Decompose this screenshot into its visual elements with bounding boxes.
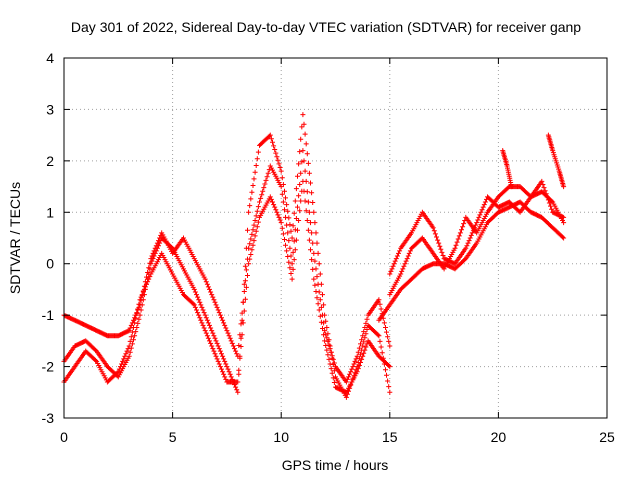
x-axis-label: GPS time / hours <box>282 457 389 473</box>
plot-frame <box>63 57 608 419</box>
y-axis-label: SDTVAR / TECUs <box>7 182 23 294</box>
series-markers <box>61 112 393 400</box>
x-tick-label: 25 <box>599 429 615 445</box>
series-markers <box>500 148 514 190</box>
y-tick-label: -1 <box>42 307 55 323</box>
x-tick-label: 10 <box>273 429 289 445</box>
y-tick-label: 3 <box>46 101 54 117</box>
y-tick-label: 2 <box>46 153 54 169</box>
grid <box>64 58 607 418</box>
x-tick-label: 15 <box>382 429 398 445</box>
series-track-a <box>61 112 393 400</box>
y-tick-label: 4 <box>46 50 54 66</box>
series-track-c <box>61 178 393 395</box>
x-tick-label: 20 <box>491 429 507 445</box>
y-tick-label: 1 <box>46 204 54 220</box>
series-markers <box>61 148 393 385</box>
y-tick-label: -3 <box>42 410 55 426</box>
series-spike-22 <box>545 132 567 190</box>
series-markers <box>545 132 567 190</box>
series-markers <box>61 178 393 395</box>
x-tick-label: 0 <box>60 429 68 445</box>
y-tick-label: 0 <box>46 256 54 272</box>
series-spike-20 <box>500 148 514 190</box>
axis-ticks: 0 5 10 15 20 25 -3 -2 -1 0 1 2 3 4 <box>42 50 615 445</box>
series-track-f <box>376 199 567 323</box>
y-tick-label: -2 <box>42 359 55 375</box>
x-tick-label: 5 <box>169 429 177 445</box>
series-track-d <box>387 184 567 298</box>
series-markers <box>387 184 567 298</box>
chart-title: Day 301 of 2022, Sidereal Day-to-day VTE… <box>71 19 581 35</box>
data-series <box>61 112 567 400</box>
series-track-b <box>61 148 393 385</box>
series-markers <box>376 199 567 323</box>
